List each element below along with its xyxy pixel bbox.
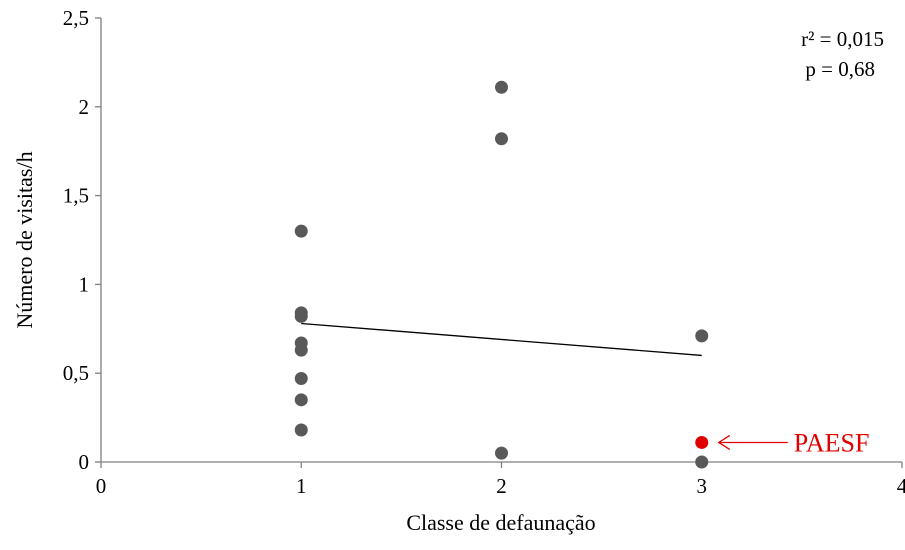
data-point: [294, 372, 308, 386]
data-point: [495, 132, 508, 146]
x-tick-label: 4: [897, 474, 905, 498]
data-point: [495, 446, 508, 460]
callout-arrow-head: [717, 434, 731, 451]
data-point: [294, 343, 308, 357]
data-point: [695, 455, 709, 469]
data-point: [294, 224, 308, 238]
x-axis-title: Classe de defaunação: [406, 510, 595, 535]
data-point: [294, 423, 308, 437]
x-tick-label: 3: [697, 474, 708, 498]
data-point: [294, 309, 308, 323]
x-tick-label: 2: [496, 474, 507, 498]
p-value-label: p = 0,68: [805, 57, 875, 81]
x-tick-label: 1: [296, 474, 307, 498]
data-points: [294, 80, 709, 469]
x-tick-label: 0: [96, 474, 107, 498]
y-tick-label: 2,5: [63, 6, 89, 30]
trendline-group: [301, 322, 702, 357]
data-point: [294, 393, 308, 407]
r-squared-label: r² = 0,015: [801, 27, 884, 51]
y-tick-label: 1,5: [63, 184, 89, 208]
data-point: [695, 435, 709, 449]
y-tick-label: 1: [79, 272, 90, 296]
callout-label: PAESF: [794, 428, 870, 457]
y-tick-label: 2: [79, 95, 90, 119]
tick-labels: 0 0,5 1 1,5 2 2,5 0 1 2 3 4: [63, 6, 905, 498]
y-tick-label: 0,5: [63, 361, 89, 385]
trendline: [301, 322, 702, 357]
data-point: [695, 329, 709, 343]
y-axis-title: Número de visitas/h: [12, 151, 37, 328]
y-tick-label: 0: [79, 450, 90, 474]
annotations: r² = 0,015 p = 0,68 PAESF: [717, 27, 884, 457]
data-point: [495, 80, 508, 94]
